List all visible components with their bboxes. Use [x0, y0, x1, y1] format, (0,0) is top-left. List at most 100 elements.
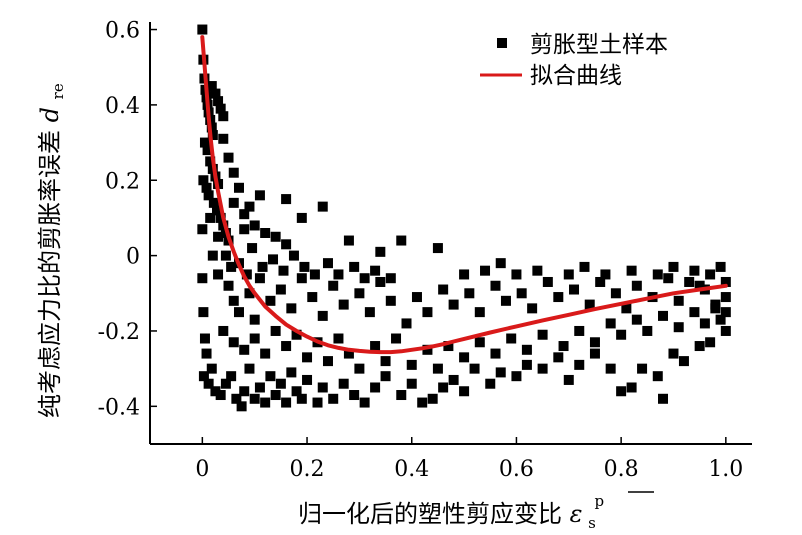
y-ticks: 0.6 0.4 0.2 0 -0.2 -0.4 — [98, 19, 157, 420]
y-axis-label-text: 纯考虑应力比的剪胀率误差 — [36, 130, 64, 418]
scatter-point — [359, 273, 370, 284]
scatter-point — [605, 318, 616, 329]
scatter-point — [247, 243, 258, 254]
scatter-point — [281, 397, 292, 408]
scatter-point — [459, 352, 470, 363]
scatter-point — [511, 371, 522, 382]
scatter-point — [312, 397, 323, 408]
scatter-point — [228, 167, 239, 178]
scatter-point — [249, 333, 260, 344]
scatter-point — [260, 348, 271, 359]
scatter-point — [652, 371, 663, 382]
scatter-point — [218, 133, 229, 144]
scatter-point — [668, 348, 679, 359]
fit-curve-line — [200, 35, 728, 355]
scatter-point — [485, 378, 496, 389]
scatter-point — [689, 265, 700, 276]
scatter-point — [233, 182, 244, 193]
scatter-point — [631, 280, 642, 291]
scatter-point — [213, 231, 224, 242]
scatter-point — [558, 341, 569, 352]
scatter-point — [553, 292, 564, 303]
scatter-point — [236, 401, 247, 412]
scatter-point — [254, 190, 265, 201]
scatter-point — [370, 341, 381, 352]
scatter-point — [511, 269, 522, 280]
scatter-point — [226, 371, 237, 382]
scatter-point — [281, 239, 292, 250]
scatter-point — [203, 190, 214, 201]
scatter-point — [231, 393, 242, 404]
scatter-point — [673, 322, 684, 333]
scatter-point — [270, 390, 281, 401]
scatter-point — [199, 137, 210, 148]
scatter-point — [270, 231, 281, 242]
scatter-point — [197, 224, 208, 235]
scatter-point — [642, 325, 653, 336]
scatter-point — [532, 265, 543, 276]
scatter-point — [202, 145, 213, 156]
scatter-point — [495, 258, 506, 269]
scatter-point — [206, 81, 217, 92]
scatter-point — [226, 261, 237, 272]
scatter-point — [281, 341, 292, 352]
scatter-point — [474, 307, 485, 318]
scatter-point — [228, 295, 239, 306]
scatter-point — [684, 276, 695, 287]
y-tick-label: 0.4 — [105, 94, 140, 119]
scatter-point — [516, 288, 527, 299]
scatter-point — [720, 307, 731, 318]
scatter-point — [218, 325, 229, 336]
scatter-point — [210, 386, 221, 397]
scatter-point — [302, 374, 313, 385]
scatter-point — [213, 96, 224, 107]
scatter-point — [432, 363, 443, 374]
scatter-point — [210, 88, 221, 99]
scatter-point — [385, 273, 396, 284]
scatter-point — [359, 397, 370, 408]
scatter-point — [495, 367, 506, 378]
scatter-point — [296, 273, 307, 284]
scatter-point — [569, 284, 580, 295]
scatter-point — [427, 393, 438, 404]
scatter-point — [506, 333, 517, 344]
scatter-point — [197, 24, 208, 35]
y-tick-label: -0.2 — [98, 320, 140, 345]
scatter-point — [673, 295, 684, 306]
scatter-point — [244, 201, 255, 212]
scatter-point — [268, 254, 279, 265]
scatter-point — [631, 314, 642, 325]
scatter-point — [537, 363, 548, 374]
scatter-point — [307, 292, 318, 303]
scatter-point — [500, 295, 511, 306]
fit-curve-series — [200, 35, 728, 355]
scatter-point — [302, 352, 313, 363]
scatter-point — [228, 197, 239, 208]
scatter-point — [197, 273, 208, 284]
y-axis-symbol: d — [36, 107, 64, 122]
scatter-point — [375, 246, 386, 257]
scatter-point — [220, 378, 231, 389]
scatter-point — [317, 382, 328, 393]
scatter-point — [203, 378, 214, 389]
scatter-point — [474, 337, 485, 348]
scatter-point — [218, 220, 229, 231]
scatter-point — [589, 348, 600, 359]
x-tick-label: 1.0 — [708, 457, 743, 482]
scatter-point — [563, 374, 574, 385]
scatter-point — [678, 356, 689, 367]
scatter-point — [537, 329, 548, 340]
scatter-point — [239, 344, 250, 355]
scatter-point — [260, 397, 271, 408]
scatter-point — [343, 348, 354, 359]
scatter-point — [432, 243, 443, 254]
x-tick-label: 0.4 — [394, 457, 429, 482]
scatter-point — [206, 122, 217, 133]
scatter-point — [459, 269, 470, 280]
scatter-point — [490, 348, 501, 359]
scatter-point — [278, 265, 289, 276]
scatter-point — [715, 261, 726, 272]
scatter-point — [600, 269, 611, 280]
scatter-point — [207, 250, 218, 261]
